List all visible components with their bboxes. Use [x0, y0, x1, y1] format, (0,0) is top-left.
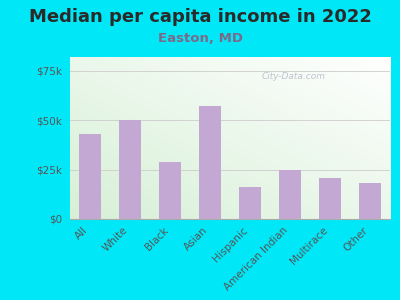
Bar [239, 188, 261, 219]
Bar [79, 134, 101, 219]
Text: Easton, MD: Easton, MD [158, 32, 242, 44]
Text: Median per capita income in 2022: Median per capita income in 2022 [28, 8, 372, 26]
Text: City-Data.com: City-Data.com [262, 72, 326, 81]
Bar [319, 178, 341, 219]
Bar [279, 169, 301, 219]
Bar [159, 162, 181, 219]
Bar [199, 106, 221, 219]
Bar [359, 183, 381, 219]
Bar [119, 120, 141, 219]
